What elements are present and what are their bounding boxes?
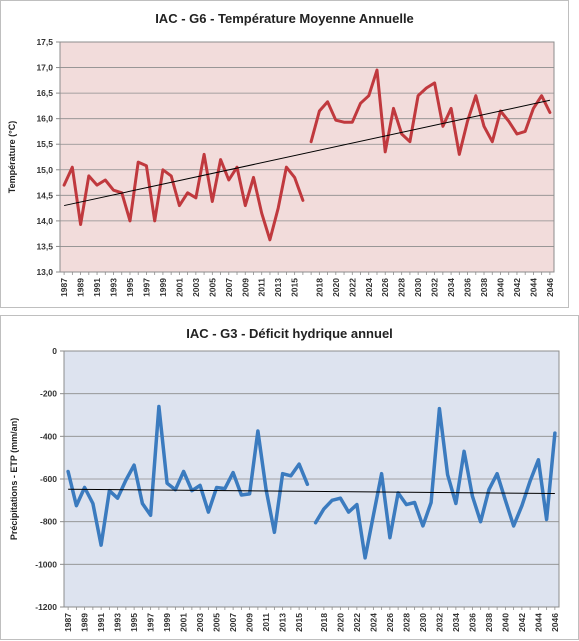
- x-tick-label: 1987: [63, 613, 73, 632]
- x-tick-label: 2044: [528, 278, 538, 297]
- x-tick-label: 1993: [113, 613, 123, 632]
- x-tick-label: 2028: [401, 613, 411, 632]
- temperature-line-chart: 13,0 13,5 14,0 14,5 15,0 15,5 16,0 16,5 17,0 17,5…: [7, 37, 555, 297]
- x-tick-label: 2024: [364, 278, 374, 297]
- x-tick-label: 2009: [245, 613, 255, 632]
- y-axis-title: Précipitations - ETP (mm/an): [9, 418, 19, 540]
- x-tick-label: 2044: [533, 613, 543, 632]
- x-tick-label: 2018: [319, 613, 329, 632]
- x-tick-label: 2026: [380, 278, 390, 297]
- y-tick-label: -1200: [35, 602, 57, 612]
- water-deficit-line-chart: -1200 -1000 -800 -600 -400 -200 0 1987 1989 1991 1…: [9, 346, 560, 632]
- y-tick-label: 14,0: [36, 216, 53, 226]
- x-tick-label: 2005: [207, 278, 217, 297]
- x-tick-label: 2001: [179, 613, 189, 632]
- x-tick-label: 1999: [158, 278, 168, 297]
- x-tick-label: 2013: [278, 613, 288, 632]
- x-tick-label: 2042: [512, 278, 522, 297]
- x-tick-label: 1991: [96, 613, 106, 632]
- x-tick-label: 1997: [141, 278, 151, 297]
- x-tick-label: 2030: [418, 613, 428, 632]
- y-tick-label: 17,5: [36, 37, 53, 47]
- x-tick-label: 2028: [397, 278, 407, 297]
- y-tick-label: -200: [40, 389, 57, 399]
- x-tick-label: 2003: [191, 278, 201, 297]
- water-deficit-chart-panel: IAC - G3 - Déficit hydrique annuel -1200…: [0, 315, 579, 640]
- x-tick-label: 2013: [273, 278, 283, 297]
- x-tick-label: 2034: [451, 613, 461, 632]
- x-tick-label: 1995: [129, 613, 139, 632]
- x-tick-label: 1995: [125, 278, 135, 297]
- x-tick-label: 2018: [314, 278, 324, 297]
- x-tick-label: 2020: [331, 278, 341, 297]
- y-tick-label: 14,5: [36, 190, 53, 200]
- x-tick-label: 1999: [162, 613, 172, 632]
- x-tick-label: 2022: [352, 613, 362, 632]
- x-tick-label: 1987: [59, 278, 69, 297]
- x-tick-label: 2036: [463, 278, 473, 297]
- y-tick-label: 15,0: [36, 165, 53, 175]
- x-tick-label: 2005: [212, 613, 222, 632]
- x-tick-label: 2009: [240, 278, 250, 297]
- plot-area: [59, 41, 555, 273]
- y-tick-label: -800: [40, 517, 57, 527]
- x-tick-label: 1993: [109, 278, 119, 297]
- x-tick-label: 2034: [446, 278, 456, 297]
- series-line-1: [66, 404, 310, 547]
- y-tick-label: 0: [52, 346, 57, 356]
- x-tick-label: 2011: [261, 613, 271, 632]
- y-tick-label: 17,0: [36, 63, 53, 73]
- x-tick-label: 2011: [257, 278, 267, 297]
- x-tick-label: 1991: [92, 278, 102, 297]
- series-line-2: [313, 406, 557, 560]
- y-tick-label: 13,5: [36, 241, 53, 251]
- x-tick-label: 2038: [479, 278, 489, 297]
- y-axis-title: Température (°C): [7, 121, 17, 193]
- x-tick-label: 2046: [550, 613, 560, 632]
- series-line-1: [62, 152, 305, 242]
- x-tick-label: 2007: [224, 278, 234, 297]
- x-tick-label: 1989: [76, 278, 86, 297]
- x-tick-label: 2001: [174, 278, 184, 297]
- y-tick-label: -600: [40, 474, 57, 484]
- x-tick-label: 2038: [484, 613, 494, 632]
- x-tick-label: 2020: [335, 613, 345, 632]
- x-tick-label: 2026: [385, 613, 395, 632]
- y-tick-label: -1000: [35, 559, 57, 569]
- temperature-chart-panel: IAC - G6 - Température Moyenne Annuelle …: [0, 0, 569, 308]
- chart-title: IAC - G3 - Déficit hydrique annuel: [186, 326, 393, 341]
- y-tick-label: 16,5: [36, 88, 53, 98]
- series-line-2: [309, 68, 552, 156]
- x-tick-label: 2015: [294, 613, 304, 632]
- x-tick-label: 1989: [80, 613, 90, 632]
- x-tick-label: 2007: [228, 613, 238, 632]
- x-tick-label: 2042: [517, 613, 527, 632]
- x-tick-label: 2022: [347, 278, 357, 297]
- x-tick-label: 2030: [413, 278, 423, 297]
- trend-line: [68, 488, 555, 495]
- chart-title: IAC - G6 - Température Moyenne Annuelle: [155, 11, 414, 26]
- x-tick-label: 2040: [495, 278, 505, 297]
- y-tick-label: 15,5: [36, 139, 53, 149]
- y-tick-label: 13,0: [36, 267, 53, 277]
- y-tick-label: 16,0: [36, 114, 53, 124]
- x-tick-label: 2015: [290, 278, 300, 297]
- x-tick-label: 2032: [434, 613, 444, 632]
- x-tick-label: 2024: [368, 613, 378, 632]
- y-tick-label: -400: [40, 431, 57, 441]
- x-tick-label: 2032: [430, 278, 440, 297]
- x-tick-label: 2046: [545, 278, 555, 297]
- x-tick-label: 2040: [500, 613, 510, 632]
- x-tick-label: 1997: [146, 613, 156, 632]
- x-tick-label: 2036: [467, 613, 477, 632]
- trend-line: [64, 99, 550, 207]
- x-tick-label: 2003: [195, 613, 205, 632]
